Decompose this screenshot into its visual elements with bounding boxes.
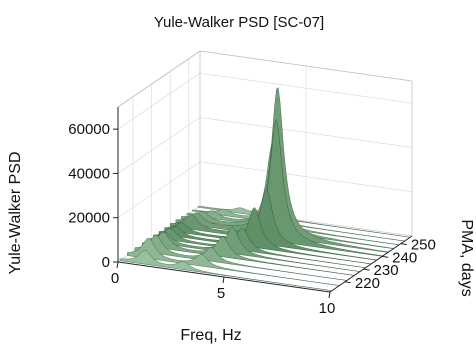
x-tick-mark [222,276,225,284]
psd-ridge [158,207,372,265]
z-tick-label: 40000 [68,165,110,182]
x-tick-label: 0 [111,270,119,287]
y-tick-label: 240 [392,249,417,266]
psd-surface [119,87,411,291]
grid-line [117,161,201,218]
psd-ridge [192,203,405,242]
psd-ridge [141,231,355,276]
y-axis-line [329,235,413,293]
psd-ridge [127,237,340,286]
y-axis-title: PMA, days [458,219,475,296]
x-axis-title: Freq, Hz [180,327,241,344]
y-tick-mark [400,243,407,246]
x-tick-label: 5 [217,285,225,302]
z-axis-ticks: 0 20000 40000 60000 [68,121,118,271]
y-tick-label: 250 [411,237,436,254]
x-axis-ticks: 0 5 10 [111,261,336,317]
y-tick-mark [382,255,389,258]
psd-ridge [169,118,383,257]
grid-line [117,117,201,174]
psd-ridge [153,227,366,269]
y-tick-label: 230 [374,262,399,279]
grid-line [117,72,201,130]
z-tick-label: 20000 [68,210,110,227]
psd-ridge [119,249,332,291]
y-tick-mark [363,268,370,271]
x-tick-label: 10 [319,300,336,317]
box-edge [117,50,201,108]
y-tick-mark [344,281,351,284]
x-tick-mark [328,291,331,299]
psd-ridge [147,226,361,272]
y-tick-label: 220 [355,275,380,292]
chart-title: Yule-Walker PSD [SC-07] [154,14,324,31]
x-tick-mark [116,261,119,269]
z-tick-label: 0 [102,254,110,271]
z-tick-label: 60000 [68,121,110,138]
psd-ridge [134,234,348,281]
z-axis-title: Yule-Walker PSD [7,152,24,275]
psd-ridge [164,189,377,261]
